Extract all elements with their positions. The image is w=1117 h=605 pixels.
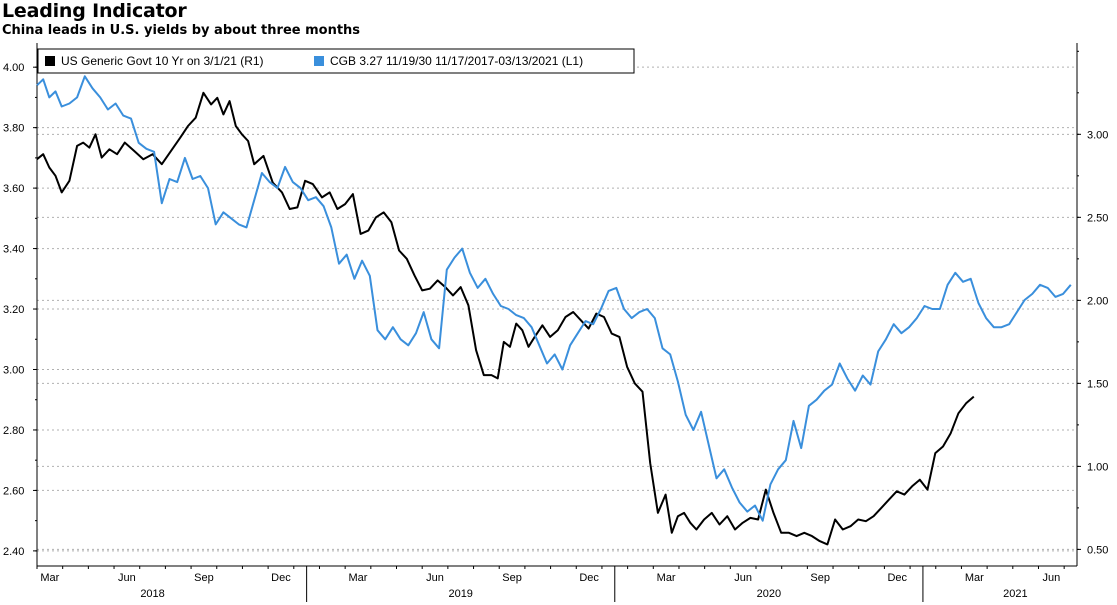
tick-label-left: 2.60	[3, 485, 24, 497]
month-label: Sep	[194, 572, 214, 584]
month-label: Mar	[657, 572, 676, 584]
tick-label-left: 3.20	[3, 304, 24, 316]
tick-label-right: 2.00	[1087, 295, 1108, 307]
legend-box	[37, 48, 635, 74]
tick-label-right: 1.50	[1087, 378, 1108, 390]
series-line-cgb	[36, 75, 1072, 522]
month-label: Jun	[734, 572, 752, 584]
legend: US Generic Govt 10 Yr on 3/1/21 (R1) CGB…	[37, 48, 635, 74]
tick-label-left: 4.00	[3, 62, 24, 74]
month-label: Dec	[887, 572, 907, 584]
legend-swatch-cgb	[314, 56, 324, 66]
legend-label-us: US Generic Govt 10 Yr on 3/1/21 (R1)	[61, 54, 264, 68]
year-label: 2020	[757, 588, 781, 600]
legend-label-cgb: CGB 3.27 11/19/30 11/17/2017-03/13/2021 …	[330, 54, 583, 68]
year-label: 2019	[448, 588, 472, 600]
month-label: Sep	[502, 572, 522, 584]
month-label: Dec	[271, 572, 291, 584]
month-label: Mar	[349, 572, 368, 584]
tick-label-right: 3.00	[1087, 129, 1108, 141]
gridlines	[37, 66, 1077, 552]
tick-label-left: 3.80	[3, 123, 24, 135]
tick-label-left: 3.60	[3, 183, 24, 195]
tick-label-left: 2.80	[3, 425, 24, 437]
tick-label-right: 0.50	[1087, 544, 1108, 556]
month-label: Dec	[579, 572, 599, 584]
legend-swatch-us	[45, 56, 55, 66]
year-label: 2021	[1003, 588, 1027, 600]
tick-label-right: 2.50	[1087, 212, 1108, 224]
tick-label-left: 3.00	[3, 364, 24, 376]
chart-subtitle: China leads in U.S. yields by about thre…	[2, 23, 361, 38]
series-line-us-10yr	[36, 91, 975, 546]
tick-label-right: 1.00	[1087, 461, 1108, 473]
month-label: Mar	[40, 572, 59, 584]
axes: 2.40 2.60 2.80 3.00 3.20 3.40 3.60 3.80 4.00 0.50…	[3, 43, 1108, 602]
tick-label-left: 2.40	[3, 546, 24, 558]
month-label: Mar	[965, 572, 984, 584]
month-label: Jun	[1042, 572, 1060, 584]
month-label: Sep	[810, 572, 830, 584]
series-lines	[36, 75, 1072, 546]
chart-title: Leading Indicator	[2, 0, 187, 22]
tick-label-left: 3.40	[3, 244, 24, 256]
month-label: Jun	[118, 572, 136, 584]
month-label: Jun	[426, 572, 444, 584]
year-label: 2018	[140, 588, 164, 600]
